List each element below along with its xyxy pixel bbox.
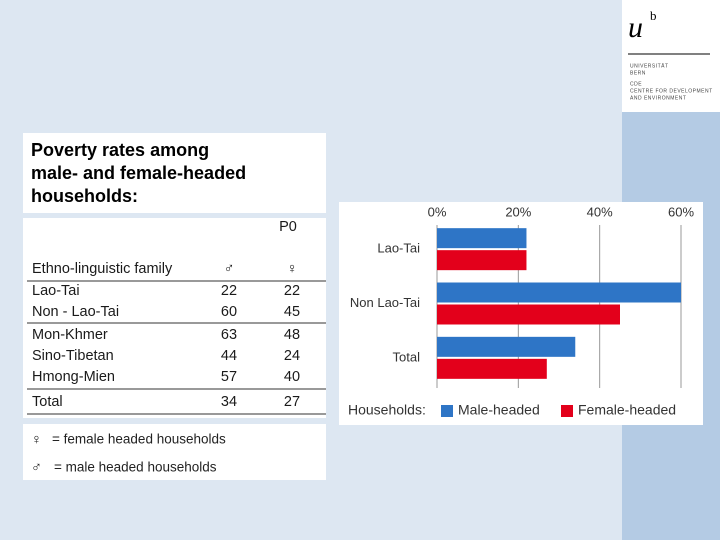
column-header: Ethno-linguistic family xyxy=(32,261,173,277)
x-tick-label: 40% xyxy=(587,204,613,219)
bar xyxy=(437,358,547,379)
row-label: Hmong-Mien xyxy=(32,369,115,385)
cell: 34 xyxy=(221,394,237,410)
note-symbol: ♀ xyxy=(31,432,42,448)
row-label: Lao-Tai xyxy=(32,283,80,299)
x-tick-label: 0% xyxy=(428,204,447,219)
slide-title: households: xyxy=(31,186,138,206)
note-text: = male headed households xyxy=(54,460,217,475)
column-header: ♀ xyxy=(287,261,298,277)
cell: 40 xyxy=(284,369,300,385)
legend-swatch xyxy=(441,405,453,417)
cell: 63 xyxy=(221,327,237,343)
logo-text: CDE xyxy=(630,81,642,87)
slide-title: male- and female-headed xyxy=(31,163,246,183)
logo-text: AND ENVIRONMENT xyxy=(630,95,686,101)
cell: 27 xyxy=(284,394,300,410)
row-label: Total xyxy=(32,394,63,410)
cell: 22 xyxy=(284,283,300,299)
category-label: Total xyxy=(393,349,421,364)
title-box xyxy=(23,133,326,213)
bar xyxy=(437,250,527,271)
logo-area xyxy=(622,0,720,112)
logo-text: CENTRE FOR DEVELOPMENT xyxy=(630,88,713,94)
legend-title: Households: xyxy=(348,402,426,418)
x-tick-label: 60% xyxy=(668,204,694,219)
chart: 0% 20% 40% 60% Lao-Tai Non Lao-Tai Total Househ… xyxy=(348,204,694,417)
cell: 57 xyxy=(221,369,237,385)
logo-mark: u xyxy=(628,11,643,44)
logo-superscript: b xyxy=(650,8,657,23)
column-header: ♂ xyxy=(224,261,235,277)
bar xyxy=(437,304,620,325)
cell: 44 xyxy=(221,348,237,364)
cell: 22 xyxy=(221,283,237,299)
bar xyxy=(437,228,527,249)
row-label: Non - Lao-Tai xyxy=(32,304,119,320)
row-label: Mon-Khmer xyxy=(32,327,108,343)
table-header: P0 xyxy=(279,219,297,235)
table-box xyxy=(23,218,326,418)
cell: 60 xyxy=(221,304,237,320)
logo-text: BERN xyxy=(630,70,646,76)
bar xyxy=(437,336,576,357)
cell: 45 xyxy=(284,304,300,320)
slide-title: Poverty rates among xyxy=(31,140,209,160)
x-tick-label: 20% xyxy=(505,204,531,219)
row-label: Sino-Tibetan xyxy=(32,348,114,364)
table-body: Lao-Tai 22 22 Non - Lao-Tai 60 45 Mon-Khmer 63 4… xyxy=(32,283,300,410)
note-text: = female headed households xyxy=(52,432,226,447)
note-symbol: ♂ xyxy=(31,460,42,476)
notes-box xyxy=(23,424,326,480)
cell: 48 xyxy=(284,327,300,343)
legend-label: Male-headed xyxy=(458,402,540,418)
cell: 24 xyxy=(284,348,300,364)
logo-text: UNIVERSITÄT xyxy=(630,62,669,69)
category-label: Lao-Tai xyxy=(377,241,420,256)
bar xyxy=(437,282,681,303)
legend-label: Female-headed xyxy=(578,402,676,418)
legend-swatch xyxy=(561,405,573,417)
category-label: Non Lao-Tai xyxy=(350,295,420,310)
